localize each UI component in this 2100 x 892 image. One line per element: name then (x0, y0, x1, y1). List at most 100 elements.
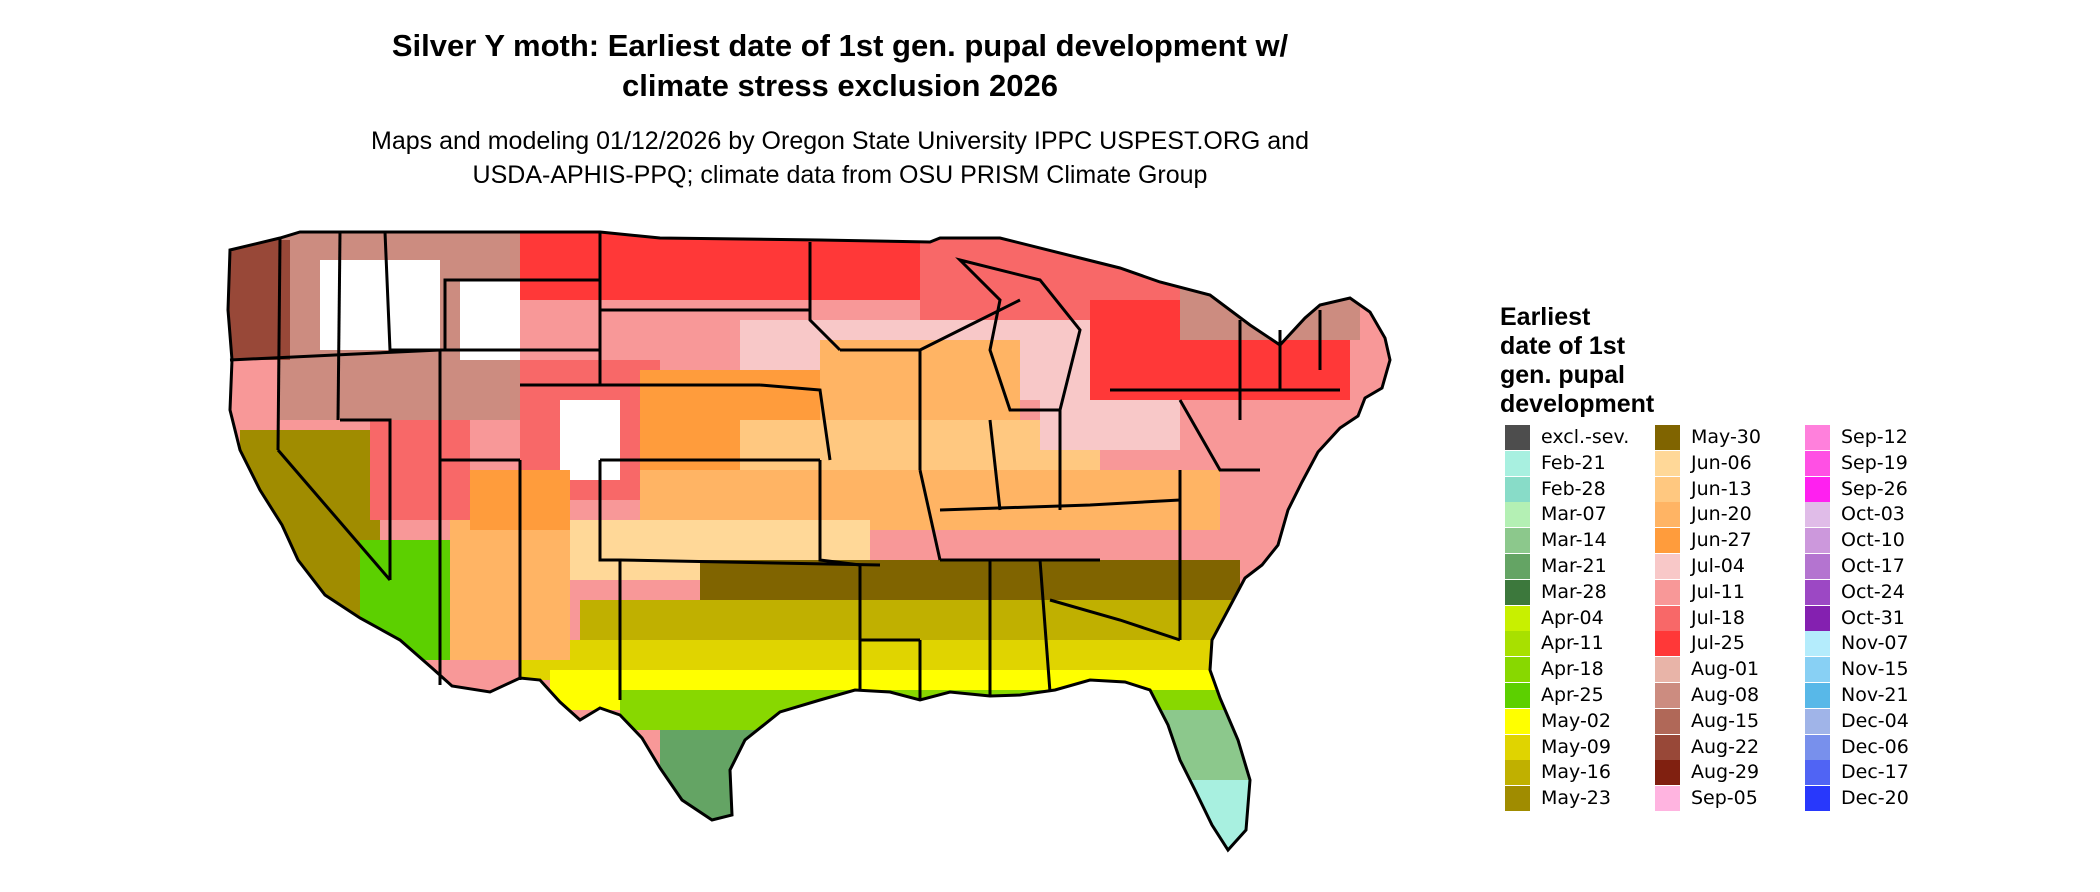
legend-label: Apr-11 (1541, 632, 1604, 655)
legend-label: May-16 (1541, 761, 1611, 784)
legend-title: Earliest date of 1st gen. pupal developm… (1500, 303, 1700, 419)
legend-swatch (1805, 657, 1830, 683)
legend-label: Jun-27 (1691, 529, 1752, 552)
legend-label: Jun-20 (1691, 503, 1752, 526)
legend-item: Sep-12 (1805, 425, 1955, 451)
legend-item: Dec-20 (1805, 786, 1955, 812)
legend-item: Jun-13 (1655, 476, 1805, 503)
legend-swatch (1655, 528, 1680, 554)
legend-item: May-30 (1655, 425, 1805, 451)
legend-label: May-09 (1541, 735, 1611, 758)
legend-swatch (1505, 631, 1530, 657)
legend-label: May-23 (1541, 787, 1611, 810)
legend-label: Oct-10 (1841, 529, 1905, 552)
legend-label: Nov-07 (1841, 632, 1909, 655)
legend-label: Aug-22 (1691, 735, 1760, 758)
legend-label: Mar-14 (1541, 529, 1607, 552)
legend-label: Jul-25 (1691, 632, 1745, 655)
legend-item: Dec-06 (1805, 734, 1955, 761)
legend-label: Jun-06 (1691, 451, 1752, 474)
legend-title-line: gen. pupal (1500, 361, 1625, 389)
legend-swatch (1505, 760, 1530, 786)
map-subtitle-line-2: USDA-APHIS-PPQ; climate data from OSU PR… (472, 161, 1208, 189)
legend-item: Mar-07 (1505, 502, 1655, 528)
legend-label: May-30 (1691, 426, 1761, 448)
legend-item: Dec-04 (1805, 708, 1955, 735)
legend-item: May-16 (1505, 760, 1655, 786)
map-subtitle: Maps and modeling 01/12/2026 by Oregon S… (300, 124, 1380, 192)
legend-label: Apr-25 (1541, 684, 1604, 706)
legend-swatch (1505, 502, 1530, 528)
legend-swatch (1805, 605, 1830, 631)
legend-item: Jul-04 (1655, 554, 1805, 580)
legend-title-line: development (1500, 390, 1655, 418)
legend-label: Jun-13 (1691, 477, 1752, 500)
us-phenology-map (226, 230, 1392, 852)
legend-swatch (1655, 450, 1680, 476)
legend-item: Aug-15 (1655, 708, 1805, 735)
legend-label: Dec-17 (1841, 761, 1909, 784)
legend-swatch (1505, 554, 1530, 579)
legend-swatch (1655, 579, 1680, 605)
legend-item: Aug-08 (1655, 683, 1805, 709)
legend-item: Oct-31 (1805, 605, 1955, 632)
legend-title-line: date of 1st (1500, 332, 1626, 360)
legend-swatch (1805, 579, 1830, 605)
legend-swatch (1805, 502, 1830, 528)
legend-label: Sep-26 (1841, 477, 1908, 500)
legend-label: Nov-15 (1841, 658, 1909, 681)
legend-label: Sep-05 (1691, 787, 1758, 810)
legend-swatch (1505, 657, 1530, 683)
legend-swatch (1805, 631, 1830, 657)
legend-item: Oct-24 (1805, 579, 1955, 606)
legend-swatch (1805, 734, 1830, 760)
map-title-line-2: climate stress exclusion 2026 (622, 68, 1058, 103)
legend-item: Sep-05 (1655, 786, 1805, 812)
legend-label: Oct-24 (1841, 580, 1905, 603)
legend-swatch (1505, 579, 1530, 605)
legend-item: May-09 (1505, 734, 1655, 761)
legend-item: Oct-10 (1805, 528, 1955, 554)
legend-label: Sep-12 (1841, 426, 1908, 448)
legend-swatch (1505, 528, 1530, 554)
legend-label: Mar-07 (1541, 503, 1607, 526)
legend-label: Jul-04 (1691, 555, 1745, 577)
legend-item: Sep-19 (1805, 450, 1955, 477)
legend-item: Nov-21 (1805, 683, 1955, 709)
legend-label: Dec-06 (1841, 735, 1909, 758)
legend-item: Jul-11 (1655, 579, 1805, 606)
legend-label: Apr-04 (1541, 606, 1604, 629)
legend-swatch (1655, 631, 1680, 657)
map-title: Silver Y moth: Earliest date of 1st gen.… (300, 26, 1380, 106)
legend-item: Feb-21 (1505, 450, 1655, 477)
legend-swatch (1805, 425, 1830, 450)
legend-swatch (1655, 760, 1680, 786)
legend-item: Sep-26 (1805, 476, 1955, 503)
legend-label: Oct-17 (1841, 555, 1905, 577)
legend-label: Dec-04 (1841, 709, 1909, 732)
legend-swatch (1505, 708, 1530, 734)
legend-swatch (1655, 683, 1680, 708)
legend-label: Mar-28 (1541, 580, 1607, 603)
legend-swatch (1655, 425, 1680, 450)
legend-label: Nov-21 (1841, 684, 1909, 706)
legend-item: May-23 (1505, 786, 1655, 812)
legend-item: Apr-25 (1505, 683, 1655, 709)
legend-item: Dec-17 (1805, 760, 1955, 786)
legend-swatch (1655, 554, 1680, 579)
legend-swatch (1805, 528, 1830, 554)
legend-item: Apr-04 (1505, 605, 1655, 632)
legend-label: Apr-18 (1541, 658, 1604, 681)
legend-item: Mar-14 (1505, 528, 1655, 554)
legend-swatch (1505, 476, 1530, 502)
legend-swatch (1655, 605, 1680, 631)
legend-item: Apr-11 (1505, 631, 1655, 657)
legend-swatch (1805, 554, 1830, 579)
legend-item: Aug-01 (1655, 657, 1805, 683)
legend-swatch (1505, 734, 1530, 760)
legend-label: Oct-31 (1841, 606, 1905, 629)
legend-item: Aug-29 (1655, 760, 1805, 786)
legend-item: Jun-20 (1655, 502, 1805, 528)
state-borders (226, 230, 1392, 852)
legend-label: Sep-19 (1841, 451, 1908, 474)
